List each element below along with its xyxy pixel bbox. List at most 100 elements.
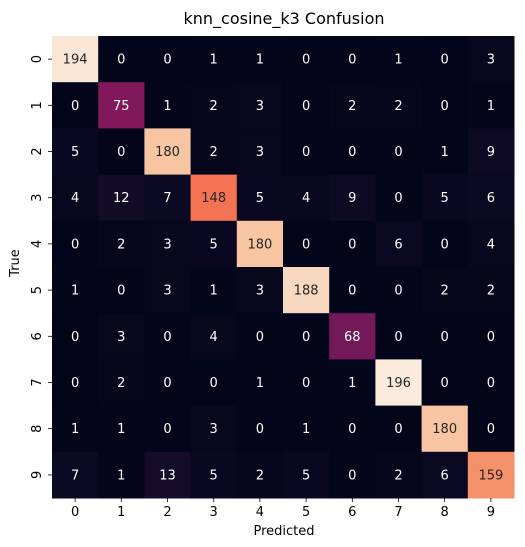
heatmap-cell-5-0	[52, 267, 99, 314]
cell-value-label-7-9: 0	[487, 376, 495, 391]
y-tick-label-1: 1	[30, 101, 45, 109]
heatmap-cell-1-9	[467, 82, 515, 129]
x-axis: 0 1 2 3 4 5 6 7 8 9	[71, 498, 495, 520]
heatmap-cell-2-2	[144, 128, 192, 176]
cell-value-label-1-0: 0	[71, 99, 79, 114]
heatmap-cell-9-8	[421, 451, 469, 499]
heatmap-cell-0-6	[329, 36, 376, 83]
cell-value-label-8-8: 180	[432, 422, 457, 437]
cell-value-label-9-8: 6	[441, 468, 449, 483]
cell-value-label-6-6: 68	[344, 330, 361, 345]
cell-value-label-1-1: 75	[113, 99, 130, 114]
heatmap-cell-3-5	[283, 174, 330, 222]
y-tick-label-0: 0	[30, 55, 45, 63]
cell-value-label-3-7: 0	[394, 191, 402, 206]
heatmap-cell-0-4	[236, 36, 284, 83]
y-tick-label-2: 2	[30, 147, 45, 155]
y-tick-label-3: 3	[30, 194, 45, 202]
heatmap-cell-1-3	[190, 82, 238, 129]
heatmap-cell-8-0	[52, 405, 99, 453]
heatmap-cell-0-5	[283, 36, 330, 83]
cell-value-label-4-8: 0	[441, 237, 449, 252]
heatmap-cell-2-3	[190, 128, 238, 176]
heatmap-cell-5-7	[375, 267, 423, 314]
heatmap-cell-1-0	[52, 82, 99, 129]
heatmap-cell-9-7	[375, 451, 423, 499]
cell-value-label-5-4: 3	[256, 284, 264, 299]
cell-value-label-0-6: 0	[348, 53, 356, 68]
heatmap-cell-5-3	[190, 267, 238, 314]
x-tick-label-5: 5	[302, 505, 310, 520]
cell-value-label-3-2: 7	[163, 191, 171, 206]
heatmap-cell-2-1	[98, 128, 145, 176]
heatmap-cell-3-2	[144, 174, 192, 222]
cell-value-label-7-0: 0	[71, 376, 79, 391]
heatmap-cell-3-1	[98, 174, 145, 222]
cell-value-label-1-9: 1	[487, 99, 495, 114]
heatmap-cell-1-5	[283, 82, 330, 129]
cell-value-label-6-5: 0	[302, 330, 310, 345]
cell-value-label-0-5: 0	[302, 53, 310, 68]
heatmap-cell-7-0	[52, 359, 99, 407]
cell-value-label-0-9: 3	[487, 53, 495, 68]
cell-value-label-5-6: 0	[348, 284, 356, 299]
cell-value-label-5-8: 2	[441, 284, 449, 299]
cell-value-label-5-0: 1	[71, 284, 79, 299]
cell-value-label-8-3: 3	[210, 422, 218, 437]
y-tick-label-9: 9	[30, 471, 45, 479]
heatmap-cell-4-1	[98, 220, 145, 268]
cell-value-label-1-8: 0	[441, 99, 449, 114]
heatmap-cell-7-2	[144, 359, 192, 407]
chart-title: knn_cosine_k3 Confusion	[183, 9, 384, 29]
heatmap-cell-0-3	[190, 36, 238, 83]
cell-value-label-0-0: 194	[63, 53, 88, 68]
x-tick-label-7: 7	[394, 505, 402, 520]
x-tick-label-6: 6	[348, 505, 356, 520]
cell-value-label-3-3: 148	[201, 191, 226, 206]
heatmap-cell-2-6	[329, 128, 376, 176]
cell-value-label-4-6: 0	[348, 237, 356, 252]
heatmap-cell-7-7	[375, 359, 423, 407]
heatmap-cell-0-1	[98, 36, 145, 83]
cell-value-label-6-7: 0	[394, 330, 402, 345]
heatmap-cell-7-6	[329, 359, 376, 407]
cell-value-label-3-4: 5	[256, 191, 264, 206]
heatmap-cell-9-4	[236, 451, 284, 499]
y-tick-label-7: 7	[30, 378, 45, 386]
heatmap-cell-8-9	[467, 405, 515, 453]
heatmap-cell-2-7	[375, 128, 423, 176]
heatmap-cell-2-9	[467, 128, 515, 176]
x-tick-label-8: 8	[441, 505, 449, 520]
heatmap-cell-8-1	[98, 405, 145, 453]
heatmap-cell-3-4	[236, 174, 284, 222]
heatmap-cell-4-6	[329, 220, 376, 268]
heatmap-cell-2-5	[283, 128, 330, 176]
cell-value-label-2-9: 9	[487, 145, 495, 160]
cell-value-label-7-7: 196	[386, 376, 411, 391]
heatmap-cell-3-8	[421, 174, 469, 222]
cell-value-label-2-8: 1	[441, 145, 449, 160]
cell-value-label-3-1: 12	[113, 191, 130, 206]
y-tick-label-4: 4	[30, 240, 45, 248]
heatmap-cell-8-2	[144, 405, 192, 453]
heatmap-cell-8-4	[236, 405, 284, 453]
heatmap-cell-6-5	[283, 313, 330, 360]
cell-value-label-8-6: 0	[348, 422, 356, 437]
heatmap-cell-7-4	[236, 359, 284, 407]
heatmap-cell-9-3	[190, 451, 238, 499]
heatmap-cell-2-0	[52, 128, 99, 176]
heatmap-cell-7-9	[467, 359, 515, 407]
heatmap-cell-1-1	[98, 82, 145, 129]
x-tick-label-0: 0	[71, 505, 79, 520]
heatmap-cell-6-9	[467, 313, 515, 360]
heatmap-cell-8-7	[375, 405, 423, 453]
cell-value-label-8-5: 1	[302, 422, 310, 437]
cell-value-label-7-3: 0	[210, 376, 218, 391]
heatmap-cell-5-5	[283, 267, 330, 314]
heatmap-cell-0-2	[144, 36, 192, 83]
heatmap-cell-6-2	[144, 313, 192, 360]
heatmap-cell-5-4	[236, 267, 284, 314]
cell-value-label-8-2: 0	[163, 422, 171, 437]
heatmap-cell-9-5	[283, 451, 330, 499]
x-tick-label-1: 1	[117, 505, 125, 520]
